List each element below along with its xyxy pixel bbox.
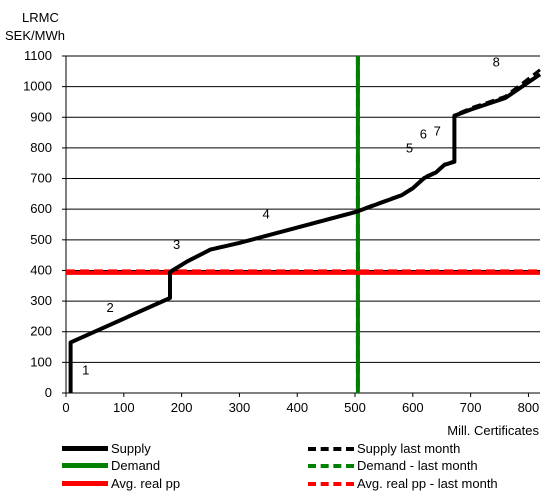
legend-item-supply-last-month: Supply last month xyxy=(308,441,460,456)
legend-item-demand-last-month: Demand - last month xyxy=(308,458,478,473)
x-tick-label: 500 xyxy=(344,400,366,415)
annotation-label: 5 xyxy=(406,141,413,156)
annotation-label: 2 xyxy=(106,300,113,315)
y-tick-label: 600 xyxy=(30,201,52,216)
y-tick-label: 400 xyxy=(30,262,52,277)
legend-label-demand: Demand xyxy=(111,458,161,473)
legend-item-demand: Demand xyxy=(62,458,160,473)
y-tick-label: 700 xyxy=(30,171,52,186)
series-line-supply xyxy=(68,72,542,393)
legend-swatch-demand xyxy=(62,463,108,468)
legend-label-avg-real-pp-last-month: Avg. real pp - last month xyxy=(357,476,498,491)
y-unit-label-line1: LRMC xyxy=(22,10,59,25)
series-lines xyxy=(68,68,542,393)
series-line-supply-last-month xyxy=(69,68,541,393)
annotation-label: 7 xyxy=(434,124,441,139)
x-tick-label: 0 xyxy=(62,400,69,415)
y-tick-label: 1100 xyxy=(24,48,52,63)
y-tick-label: 800 xyxy=(30,140,52,155)
legend-item-avg-real-pp: Avg. real pp xyxy=(62,476,180,491)
grid-lines xyxy=(66,55,540,363)
legend-label-supply-last-month: Supply last month xyxy=(357,441,461,456)
x-tick-label: 200 xyxy=(171,400,193,415)
legend-label-supply: Supply xyxy=(111,441,151,456)
y-tick-label: 500 xyxy=(30,232,52,247)
step-annotations: 1 2 3 4 56 7 8 xyxy=(82,55,500,378)
x-tick-label: 300 xyxy=(229,400,251,415)
legend-swatch-supply xyxy=(62,446,108,451)
legend-swatch-avg-real-pp xyxy=(62,481,108,486)
x-axis-label: Mill. Certificates xyxy=(447,423,539,438)
annotation-label: 3 xyxy=(173,237,180,252)
legend-swatch-avg-real-pp-last-month xyxy=(308,481,354,486)
y-unit-label-line2: SEK/MWh xyxy=(5,28,65,43)
y-tick-label: 100 xyxy=(30,354,52,369)
x-tick-label: 400 xyxy=(286,400,308,415)
legend-swatch-supply-last-month xyxy=(308,446,354,451)
annotation-label: 4 xyxy=(263,206,270,221)
y-tick-label: 1000 xyxy=(23,79,52,94)
annotation-label: 1 xyxy=(82,363,89,378)
annotation-label: 8 xyxy=(493,55,500,70)
legend-item-supply: Supply xyxy=(62,441,151,456)
x-tick-label: 600 xyxy=(402,400,424,415)
legend-swatch-demand-last-month xyxy=(308,463,354,468)
legend-label-avg-real-pp: Avg. real pp xyxy=(111,476,181,491)
y-tick-label: 900 xyxy=(30,109,52,124)
legend-label-demand-last-month: Demand - last month xyxy=(357,458,478,473)
axis-labels: LRMC SEK/MWh Mill. Certificates xyxy=(5,10,539,438)
x-tick-label: 800 xyxy=(518,400,540,415)
annotation-label: 6 xyxy=(420,127,427,142)
x-tick-label: 700 xyxy=(460,400,482,415)
x-tick-label: 100 xyxy=(113,400,135,415)
y-tick-label: 0 xyxy=(45,385,52,400)
y-tick-label: 300 xyxy=(30,293,52,308)
y-tick-label: 200 xyxy=(30,324,52,339)
axes: 0 100 200 300 400 500 600 700 800 900 1000 1100 0 100… xyxy=(23,48,540,415)
reference-lines xyxy=(66,56,540,393)
legend-item-avg-real-pp-last-month: Avg. real pp - last month xyxy=(308,476,498,491)
